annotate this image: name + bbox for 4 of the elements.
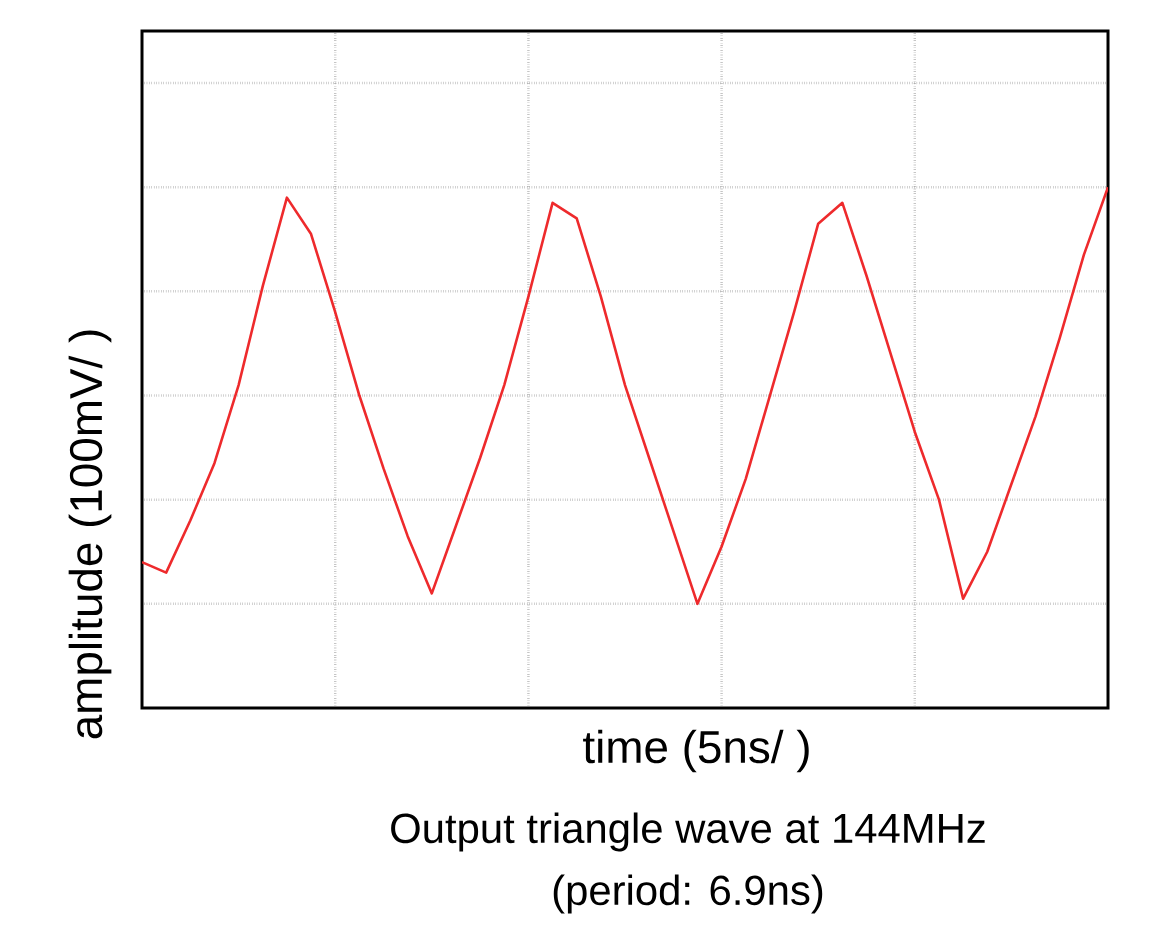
y-axis-title: amplitude (100mV/ ) — [68, 330, 112, 739]
x-axis-title: time (5ns/ ) — [583, 729, 809, 773]
text: (period: 6.9ns) — [553, 874, 823, 914]
text: Output triangle wave at 144MHz — [391, 812, 985, 852]
